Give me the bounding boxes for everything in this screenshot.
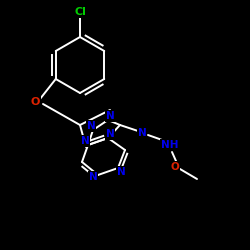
Text: N: N: [87, 121, 96, 131]
Text: O: O: [170, 162, 179, 172]
Text: Cl: Cl: [74, 7, 86, 17]
Text: N: N: [116, 167, 126, 177]
Text: N: N: [106, 111, 114, 121]
Text: N: N: [88, 172, 98, 182]
Text: NH: NH: [161, 140, 179, 150]
Text: N: N: [138, 128, 146, 138]
Text: N: N: [106, 129, 114, 139]
Text: N: N: [80, 136, 90, 146]
Text: O: O: [30, 97, 40, 107]
